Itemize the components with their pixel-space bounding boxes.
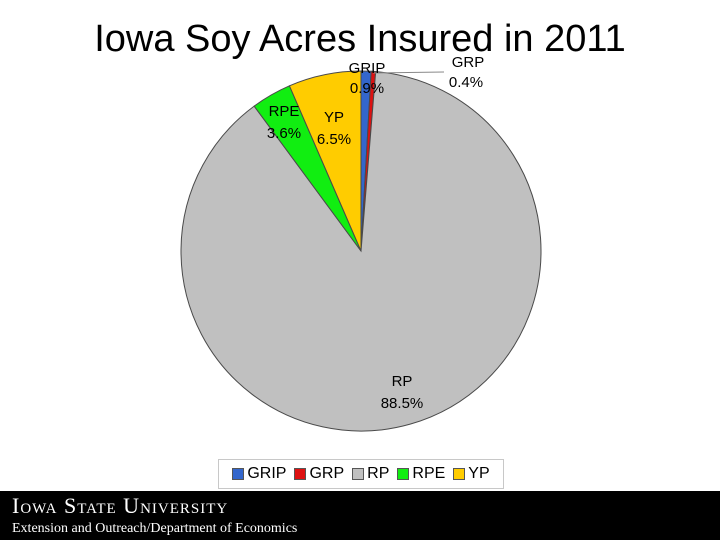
slice-value-rpe: 3.6% (267, 125, 301, 142)
legend-swatch-yp (453, 468, 466, 480)
slice-label-yp: YP (324, 109, 344, 126)
slice-label-grip: GRIP (349, 60, 386, 77)
pie-slice-yp (288, 70, 362, 252)
legend-swatch-grp (294, 468, 307, 480)
pie-chart: GRIP 0.9% GRP 0.4% RP 88.5% RPE 3.6% YP 6.5% (180, 54, 542, 432)
slice-label-rpe: RPE (269, 103, 300, 120)
legend-item-rpe: RPE (397, 465, 445, 483)
legend-label-grp: GRP (309, 465, 345, 482)
university-logo: Iowa State University (12, 493, 229, 518)
legend-item-grip: GRIP (232, 465, 286, 483)
slice-value-grp: 0.4% (449, 74, 483, 91)
slice-label-grp: GRP (452, 54, 485, 71)
legend-item-grp: GRP (294, 465, 344, 483)
legend-swatch-rpe (397, 468, 410, 480)
legend-label-rpe: RPE (412, 465, 446, 482)
legend-swatch-grip (232, 468, 245, 480)
footer-subtitle: Extension and Outreach/Department of Eco… (12, 521, 298, 536)
legend-label-rp: RP (367, 465, 390, 482)
pie-slice-rp (180, 71, 542, 432)
slice-label-rp: RP (392, 373, 413, 390)
legend-item-yp: YP (453, 465, 490, 483)
chart-legend: GRIP GRP RP RPE YP (218, 459, 504, 489)
legend-swatch-rp (352, 468, 365, 480)
legend-item-rp: RP (352, 465, 389, 483)
slide-title: Iowa Soy Acres Insured in 2011 (94, 18, 626, 60)
slice-value-yp: 6.5% (317, 131, 351, 148)
legend-label-grip: GRIP (247, 465, 287, 482)
grp-leader-line (372, 71, 445, 74)
slice-value-grip: 0.9% (350, 80, 384, 97)
slice-value-rp: 88.5% (381, 395, 424, 412)
footer-bar: Iowa State University Extension and Outr… (0, 491, 720, 540)
legend-label-yp: YP (468, 465, 490, 482)
